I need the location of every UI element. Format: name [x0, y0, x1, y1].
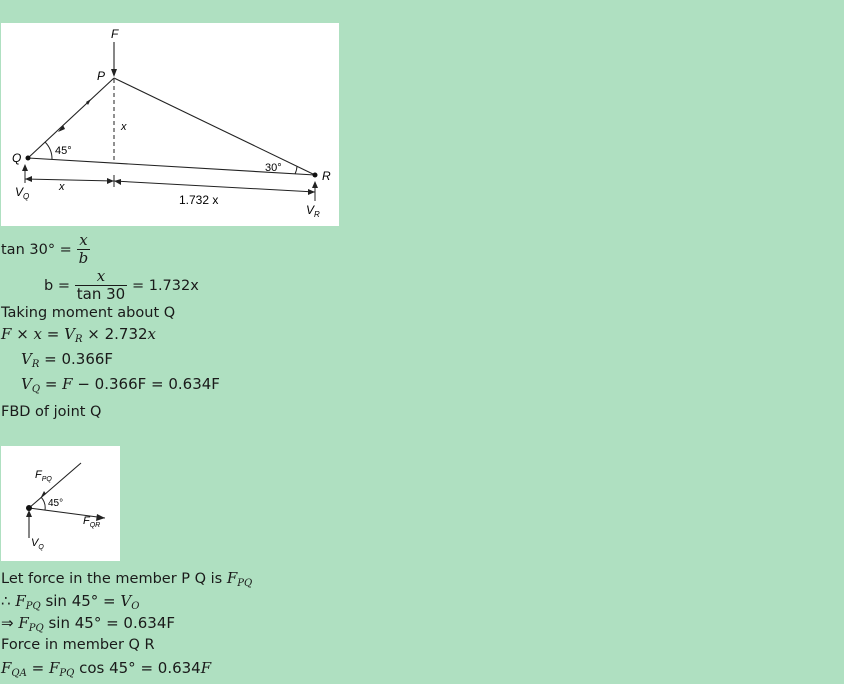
angle-arc-q — [44, 141, 53, 160]
pq-arrow-upper — [86, 99, 91, 105]
force-f-arrowhead — [111, 69, 117, 77]
label-p: P — [97, 69, 105, 83]
label-angle-r: 30° — [265, 162, 282, 174]
reaction-vq-arrowhead — [22, 164, 28, 171]
fbd-label-fpq: FPQ — [35, 469, 52, 483]
truss-diagram: F P Q R x 45° 30° VQ VR x 1.732 x — [1, 23, 339, 226]
fbd-member-qr — [28, 507, 106, 519]
text-force-member-qr: Force in member Q R — [1, 637, 155, 653]
label-b-bottom: 1.732 x — [179, 193, 218, 207]
dimension-arrow-mid-right — [114, 179, 121, 185]
text-taking-moment: Taking moment about Q — [1, 305, 176, 321]
member-pq — [27, 77, 115, 159]
label-vq: VQ — [15, 185, 29, 201]
fbd-pq-arrowhead — [41, 491, 46, 497]
label-r: R — [322, 169, 331, 183]
dimension-arrow-mid-left — [107, 178, 114, 184]
equation-fpq-sin: ∴ FPQ sin 45° = VO — [1, 592, 140, 612]
fbd-angle-arc — [40, 496, 46, 511]
equation-b: b = x tan 30 = 1.732x — [44, 267, 199, 303]
label-vr: VR — [306, 203, 320, 219]
equation-vr: VR = 0.366F — [21, 350, 114, 370]
equation-fqa: FQA = FPQ cos 45° = 0.634F — [1, 659, 212, 679]
dimension-arrow-right — [308, 189, 315, 195]
fraction-x-over-tan30: x tan 30 — [74, 267, 128, 303]
dimension-b — [113, 180, 316, 193]
pq-arrow-lower — [58, 125, 65, 132]
equation-moment: F × x = VR × 2.732x — [1, 325, 156, 345]
dimension-arrow-left — [25, 176, 32, 182]
member-pr — [113, 77, 316, 176]
label-f: F — [111, 27, 119, 41]
fbd-qr-arrowhead — [96, 514, 105, 521]
fbd-label-angle: 45° — [48, 498, 63, 509]
dimension-x — [24, 178, 115, 182]
fbd-label-vq: VQ — [31, 537, 44, 551]
fbd-vq-arrowhead — [26, 510, 32, 517]
label-q: Q — [12, 151, 21, 165]
fbd-joint-q-diagram: FPQ 45° FQR VQ — [1, 446, 120, 561]
reaction-vr-arrowhead — [312, 181, 318, 188]
member-qr — [27, 157, 316, 176]
text-fbd-joint-q: FBD of joint Q — [1, 404, 102, 420]
label-x-bottom: x — [58, 181, 65, 193]
node-q — [25, 155, 31, 161]
truss-svg: F P Q R x 45° 30° VQ VR x 1.732 x — [12, 27, 331, 219]
label-angle-q: 45° — [55, 145, 72, 157]
equation-vq: VQ = F − 0.366F = 0.634F — [21, 375, 220, 395]
node-r — [312, 172, 318, 178]
fbd-member-pq — [28, 462, 82, 509]
angle-arc-r — [294, 165, 298, 175]
text-let-force: Let force in the member P Q is FPQ — [1, 569, 253, 589]
fbd-node-q — [26, 505, 32, 511]
equation-fpq-value: ⇒ FPQ sin 45° = 0.634F — [1, 614, 175, 634]
fbd-label-fqr: FQR — [83, 515, 100, 529]
label-x-vertical: x — [120, 121, 127, 133]
fbd-svg: FPQ 45° FQR VQ — [26, 462, 106, 551]
